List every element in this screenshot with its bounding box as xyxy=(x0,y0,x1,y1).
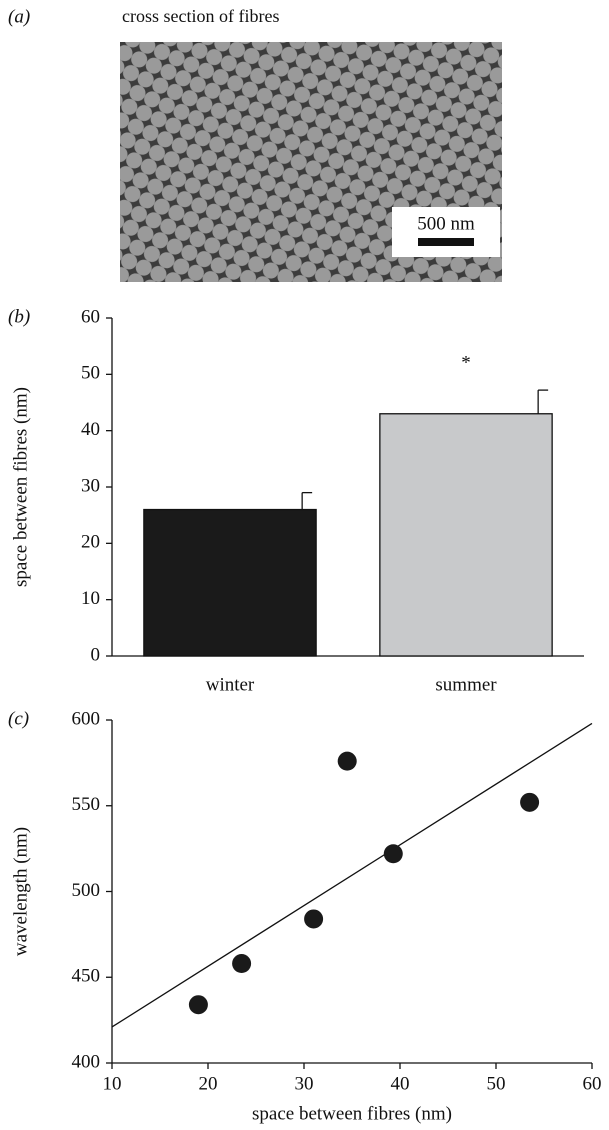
annotation: * xyxy=(461,352,471,373)
y-tick-label: 40 xyxy=(81,419,100,440)
x-tick-label: 30 xyxy=(295,1073,314,1094)
x-tick-label: 10 xyxy=(103,1073,122,1094)
bar xyxy=(143,508,317,657)
y-tick-label: 10 xyxy=(81,588,100,609)
y-tick-label: 0 xyxy=(91,644,101,665)
point xyxy=(188,995,208,1015)
panel-label: (b) xyxy=(8,306,30,327)
y-tick-label: 600 xyxy=(72,708,101,729)
x-tick-label: 60 xyxy=(583,1073,602,1094)
point xyxy=(304,909,324,929)
y-axis-label: wavelength (nm) xyxy=(10,827,31,956)
y-tick-label: 400 xyxy=(72,1051,101,1072)
panel-title: cross section of fibres xyxy=(122,6,279,26)
y-tick-label: 60 xyxy=(81,306,100,327)
scale-bar xyxy=(418,238,474,246)
y-tick-label: 500 xyxy=(72,880,101,901)
point xyxy=(520,792,540,812)
y-tick-label: 50 xyxy=(81,363,100,384)
scale-label: 500 nm xyxy=(417,213,475,234)
x-tick-label: 40 xyxy=(391,1073,410,1094)
x-tick-label: winter xyxy=(206,674,255,695)
fit-line xyxy=(111,722,593,1028)
point xyxy=(232,954,252,974)
y-tick-label: 550 xyxy=(72,794,101,815)
y-tick-label: 450 xyxy=(72,966,101,987)
y-tick-label: 20 xyxy=(81,532,100,553)
x-tick-label: 20 xyxy=(199,1073,218,1094)
panel-label: (a) xyxy=(8,6,30,27)
y-axis-label: space between fibres (nm) xyxy=(10,387,31,587)
point xyxy=(383,844,403,864)
point xyxy=(337,751,357,771)
scale-box xyxy=(392,207,500,257)
x-tick-label: 50 xyxy=(487,1073,506,1094)
panel-label: (c) xyxy=(8,708,29,729)
x-tick-label: summer xyxy=(435,674,497,695)
bar xyxy=(379,413,553,657)
x-axis-label: space between fibres (nm) xyxy=(252,1103,452,1124)
y-tick-label: 30 xyxy=(81,475,100,496)
